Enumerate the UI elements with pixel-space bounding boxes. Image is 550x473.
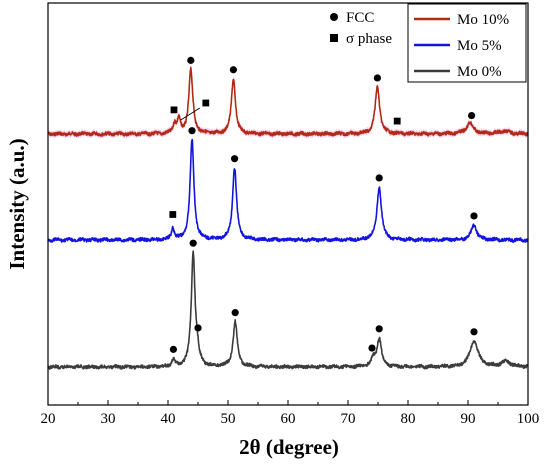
fcc-marker — [231, 309, 239, 317]
x-tick-label: 50 — [221, 411, 236, 427]
x-tick-label: 60 — [281, 411, 296, 427]
legend-label-mo-0: Mo 0% — [457, 64, 502, 80]
fcc-marker — [373, 74, 381, 82]
series-line-mo-0 — [47, 250, 529, 370]
legend-sigma-symbol — [330, 34, 338, 42]
fcc-marker — [375, 325, 383, 333]
fcc-marker — [188, 127, 196, 135]
x-tick-label: 90 — [461, 411, 476, 427]
marker-layer — [169, 56, 478, 353]
sigma-marker — [170, 106, 178, 114]
x-tick-label: 100 — [517, 411, 540, 427]
marker-legend: FCC σ phase — [330, 10, 392, 47]
x-tick-label: 30 — [101, 411, 116, 427]
series-legend-box — [407, 3, 527, 83]
legend-label-mo-10: Mo 10% — [457, 12, 509, 28]
series-layer — [47, 66, 529, 370]
marker-legend-label-sigma-phase: σ phase — [346, 31, 392, 47]
marker-legend-label-fcc: FCC — [346, 10, 374, 26]
series-line-mo-10 — [47, 66, 529, 137]
sigma-marker — [202, 99, 210, 107]
y-axis-label: Intensity (a.u.) — [5, 138, 29, 269]
x-axis-ticks: 20 30 40 50 60 70 80 90 100 — [41, 400, 540, 427]
sigma-marker — [393, 117, 401, 125]
fcc-marker — [189, 239, 197, 247]
x-axis-label: 2θ (degree) — [239, 435, 339, 459]
legend-label-mo-5: Mo 5% — [457, 38, 502, 54]
fcc-marker — [470, 212, 478, 220]
fcc-marker — [470, 328, 478, 336]
x-tick-label: 20 — [41, 411, 56, 427]
sigma-marker — [169, 211, 177, 218]
fcc-marker — [187, 56, 195, 64]
legend-fcc-symbol — [330, 13, 338, 21]
fcc-marker — [231, 155, 239, 163]
fcc-marker — [169, 345, 177, 353]
fcc-marker — [468, 111, 476, 120]
series-legend: Mo 10% Mo 5% Mo 0% — [407, 3, 527, 83]
fcc-marker — [229, 66, 237, 74]
fcc-marker — [375, 174, 383, 182]
fcc-marker — [194, 324, 202, 332]
series-line-mo-5 — [47, 138, 529, 243]
x-tick-label: 80 — [401, 411, 416, 427]
fcc-marker — [368, 344, 376, 352]
x-tick-label: 70 — [341, 411, 356, 427]
sigma-arrow — [180, 107, 201, 121]
x-tick-label: 40 — [161, 411, 176, 427]
